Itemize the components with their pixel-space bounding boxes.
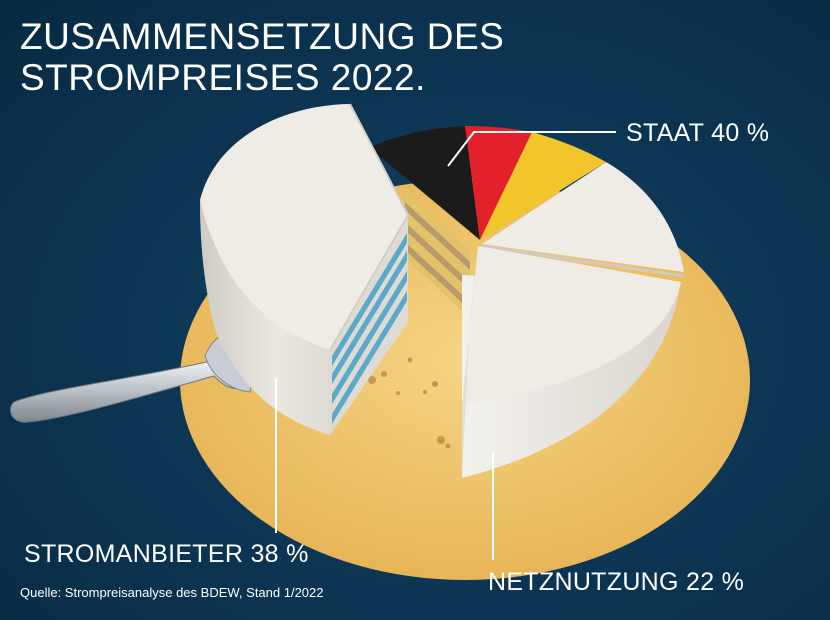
label-netznutzung: NETZNUTZUNG 22 % bbox=[488, 568, 745, 596]
stromanbieter-layers bbox=[332, 233, 407, 424]
leader-lines bbox=[275, 131, 616, 560]
title-line-2: STROMPREISES 2022. bbox=[20, 57, 426, 98]
slice-staat-white bbox=[482, 162, 684, 272]
slice-staat-red bbox=[465, 126, 532, 240]
slice-staat-black bbox=[370, 126, 480, 240]
leader-staat bbox=[447, 131, 616, 167]
cake-inner-layers bbox=[405, 190, 470, 318]
slice-divider bbox=[479, 244, 685, 278]
slice-stromanbieter-side bbox=[200, 200, 330, 435]
slice-stromanbieter-top bbox=[200, 104, 408, 350]
slice-netznutzung-top bbox=[462, 246, 681, 405]
label-stromanbieter: STROMANBIETER 38 % bbox=[24, 540, 309, 568]
chart-title: ZUSAMMENSETZUNG DES STROMPREISES 2022. bbox=[20, 16, 504, 98]
title-line-1: ZUSAMMENSETZUNG DES bbox=[20, 16, 505, 57]
label-staat: STAAT 40 % bbox=[626, 119, 770, 147]
source-note: Quelle: Strompreisanalyse des BDEW, Stan… bbox=[20, 585, 324, 600]
slice-staat-gold bbox=[480, 132, 606, 240]
cake-crumbs bbox=[368, 357, 451, 449]
